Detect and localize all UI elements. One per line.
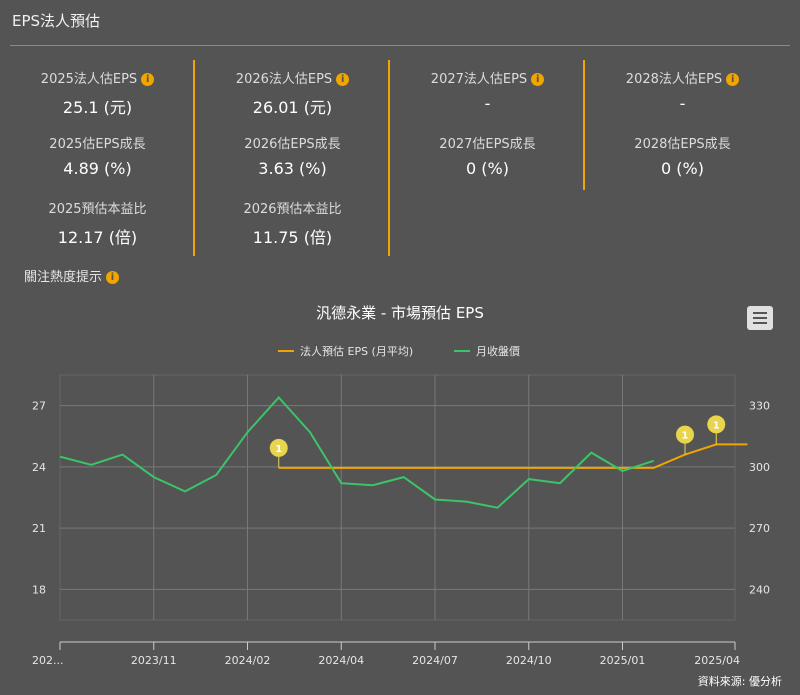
flag-marker-icon	[676, 425, 694, 444]
column-divider	[388, 60, 390, 256]
stat-label: 2026估EPS成長	[195, 133, 390, 152]
x-tick-label: 2024/04	[318, 654, 364, 667]
stat-value: -	[484, 94, 491, 113]
stat-value: 0 (%)	[466, 159, 509, 178]
stat-label-text: 2026估EPS成長	[244, 137, 341, 152]
x-tick-label: 2025/04	[694, 654, 740, 667]
y-right-tick-label: 300	[749, 461, 770, 474]
stat-label: 2025預估本益比	[0, 198, 195, 217]
chart-title: 汎德永業 - 市場預估 EPS	[316, 304, 484, 322]
flag-label: 1	[275, 444, 282, 455]
heat-label: 關注熱度提示	[24, 270, 103, 285]
x-tick-label: 202...	[32, 654, 64, 667]
flag-marker-icon	[269, 438, 288, 457]
info-icon[interactable]: i	[141, 73, 155, 86]
stat-label-text: 2025法人估EPS	[40, 72, 138, 87]
x-tick-label: 2024/10	[506, 654, 552, 667]
stat-value: 25.1 (元)	[62, 98, 133, 117]
y-right-tick-label: 240	[749, 583, 770, 596]
y-right-tick-label: 330	[749, 400, 770, 413]
plot-area: 18 21 24 27 240 270 300 330 202... 2023/11 2024/02…	[32, 374, 770, 667]
header-divider	[10, 45, 790, 46]
stat-label: 2028法人估EPS i	[585, 68, 780, 87]
stat-label-text: 2026法人估EPS	[235, 72, 333, 87]
x-tick-label: 2024/07	[412, 654, 458, 667]
y-left-tick-label: 18	[32, 583, 46, 596]
stat-label-text: 2028法人估EPS	[625, 72, 723, 87]
y-left-tick-label: 27	[32, 400, 46, 413]
stat-label-text: 2027法人估EPS	[430, 72, 528, 87]
stat-item: 2026估EPS成長 3.63 (%)	[195, 133, 390, 178]
plot-frame	[59, 374, 736, 621]
heat-hint: 關注熱度提示 i	[24, 266, 120, 285]
stat-label: 2026法人估EPS i	[195, 68, 390, 87]
info-icon[interactable]: i	[726, 73, 740, 86]
stat-item: 2028估EPS成長 0 (%)	[585, 133, 780, 178]
stat-value: 0 (%)	[661, 159, 704, 178]
x-tick-label: 2024/02	[225, 654, 271, 667]
x-tick-label: 2023/11	[131, 654, 177, 667]
stat-value: 26.01 (元)	[252, 98, 333, 117]
stat-item: 2027法人估EPS i -	[390, 68, 585, 113]
x-tick-label: 2025/01	[600, 654, 646, 667]
column-divider	[583, 60, 585, 190]
y-right-tick-label: 270	[749, 522, 770, 535]
stat-item: 2028法人估EPS i -	[585, 68, 780, 113]
stat-label: 2025法人估EPS i	[0, 68, 195, 87]
info-icon[interactable]: i	[336, 73, 350, 86]
y-left-tick-label: 24	[32, 461, 46, 474]
data-source: 資料來源: 優分析	[697, 675, 782, 688]
stat-label-text: 2025預估本益比	[48, 202, 147, 217]
flag-label: 1	[682, 431, 689, 442]
legend-item: 月收盤價	[476, 344, 520, 358]
flag-marker-icon	[707, 415, 726, 434]
stat-item: 2025預估本益比 12.17 (倍)	[0, 198, 195, 248]
info-icon[interactable]: i	[531, 73, 545, 86]
stat-value: 4.89 (%)	[63, 159, 132, 178]
stat-item: 2026預估本益比 11.75 (倍)	[195, 198, 390, 248]
y-left-tick-label: 21	[32, 522, 46, 535]
stat-item: 2025法人估EPS i 25.1 (元)	[0, 68, 195, 118]
stat-label: 2027估EPS成長	[390, 133, 585, 152]
hamburger-menu-icon	[753, 312, 767, 314]
column-divider	[193, 60, 195, 256]
info-icon[interactable]: i	[106, 271, 120, 284]
series-line-2	[59, 396, 655, 509]
stat-value: 3.63 (%)	[258, 159, 327, 178]
series-line-1	[278, 443, 748, 469]
stat-item: 2025估EPS成長 4.89 (%)	[0, 133, 195, 178]
stat-label-text: 2027估EPS成長	[439, 137, 536, 152]
chart-menu-button[interactable]	[747, 306, 773, 330]
section-title: EPS法人預估	[12, 12, 101, 30]
stat-item: 2027估EPS成長 0 (%)	[390, 133, 585, 178]
stat-label-text: 2025估EPS成長	[49, 137, 146, 152]
chart-legend: 法人預估 EPS (月平均) 月收盤價	[278, 344, 520, 358]
stat-label-text: 2028估EPS成長	[634, 137, 731, 152]
stat-label: 2025估EPS成長	[0, 133, 195, 152]
stat-value: -	[679, 94, 686, 113]
stat-label: 2027法人估EPS i	[390, 68, 585, 87]
stat-label: 2026預估本益比	[195, 198, 390, 217]
legend-item: 法人預估 EPS (月平均)	[300, 344, 413, 358]
stat-value: 12.17 (倍)	[57, 228, 138, 247]
stat-value: 11.75 (倍)	[252, 228, 333, 247]
stat-item: 2026法人估EPS i 26.01 (元)	[195, 68, 390, 118]
stat-label: 2028估EPS成長	[585, 133, 780, 152]
flag-label: 1	[713, 420, 720, 431]
stat-label-text: 2026預估本益比	[243, 202, 342, 217]
